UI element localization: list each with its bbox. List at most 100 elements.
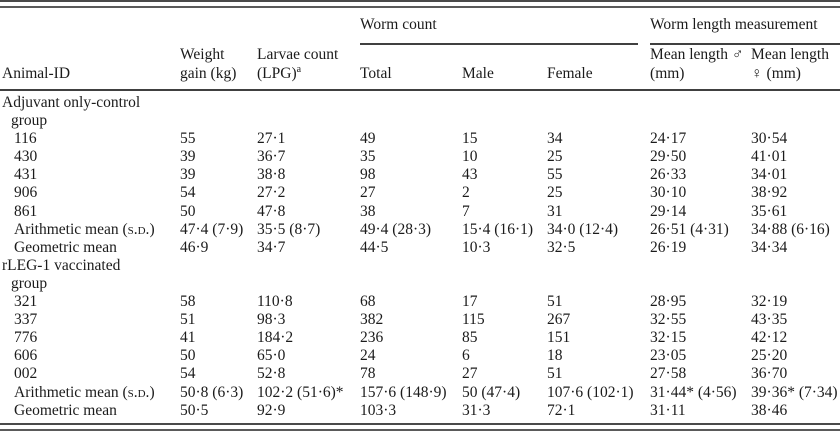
cell-worm-male: 43 [462,166,478,184]
col-header-animal-id: Animal-ID [0,8,180,91]
cell-weight-gain: 50·8 (6·3) [180,383,244,401]
cell-worm-male: 27 [462,365,478,383]
cell-weight-gain: 47·4 (7·9) [180,220,244,238]
cell-weight-gain: 50 [180,202,196,220]
cell-worm-female: 34 [547,130,563,148]
cell-worm-female: 25 [547,148,563,166]
cell-worm-female: 25 [547,184,563,202]
cell-weight-gain: 51 [180,311,196,329]
cell-animal-id: 430 [14,148,38,166]
worm-length-spanner: Worm length measurement [650,8,840,45]
label-text: ) [149,383,155,401]
cell-animal-id: 606 [14,347,38,365]
cell-animal-id: 776 [14,329,38,347]
group-label: Adjuvant only-control [2,94,141,111]
cell-worm-male: 115 [462,311,485,329]
table-body: Adjuvant only-control group 116 55 27·1 49 15 3… [0,90,840,420]
cell-mean-length-male: 32·15 [650,329,687,347]
label-text: Arithmetic mean ( [14,383,128,401]
worm-count-spanner: Worm count [360,8,639,45]
cell-mean-length-female: 42·12 [751,329,788,347]
table-row: Geometric mean 46·9 34·7 44·5 10·3 32·5 26·19 3… [0,239,840,257]
cell-animal-id: Arithmetic mean (s.d.) [0,384,180,402]
table-row: 431 39 38·8 98 43 55 26·33 34·01 [0,166,840,184]
cell-worm-male: 31·3 [462,401,491,419]
cell-weight-gain: 41 [180,329,196,347]
cell-worm-total: 68 [360,293,376,311]
table-row: 321 58 110·8 68 17 51 28·95 32·19 [0,293,840,311]
cell-worm-male: 6 [462,347,470,365]
cell-weight-gain: 39 [180,166,196,184]
cell-worm-female: 31 [547,202,563,220]
cell-larvae-count: 38·8 [257,166,286,184]
cell-worm-female: 51 [547,293,563,311]
group-label: rLEG-1 vaccinated [2,256,121,274]
cell-larvae-count: 27·1 [257,130,286,148]
cell-animal-id: Geometric mean [14,401,117,419]
col-header-female: Female [547,45,651,91]
group-label-row: rLEG-1 vaccinated [0,257,840,275]
cell-larvae-count: 36·7 [257,148,286,166]
cell-mean-length-female: 38·46 [751,401,788,419]
larvae-count-label: Larvae count (LPG) [257,46,339,82]
cell-mean-length-male: 32·55 [650,311,687,329]
bottom-double-rule [0,422,840,431]
col-header-mean-length-female: Mean length ♀ (mm) [751,45,840,91]
cell-mean-length-female: 34·01 [751,166,788,184]
cell-larvae-count: 184·2 [257,329,294,347]
cell-weight-gain: 39 [180,148,196,166]
cell-animal-id: 116 [14,130,37,148]
cell-worm-female: 151 [547,329,571,347]
cell-animal-id: 321 [14,293,38,311]
cell-worm-total: 157·6 (148·9) [360,383,447,401]
cell-mean-length-male: 31·44* (4·56) [650,383,737,401]
cell-worm-female: 18 [547,347,563,365]
table-row: 430 39 36·7 35 10 25 29·50 41·01 [0,148,840,166]
table-row: Geometric mean 50·5 92·9 103·3 31·3 72·1 31·11… [0,402,840,420]
cell-mean-length-female: 34·88 (6·16) [751,220,830,238]
group-label-row: group [0,112,840,130]
table-row: Arithmetic mean (s.d.) 47·4 (7·9) 35·5 (8·… [0,221,840,239]
cell-worm-female: 55 [547,166,563,184]
cell-animal-id: Arithmetic mean (s.d.) [0,221,180,239]
table-row: Arithmetic mean (s.d.) 50·8 (6·3) 102·2 (5… [0,384,840,402]
label-text: Arithmetic mean ( [14,220,128,238]
header-sub-row: Total Male Female Mean length ♂ (mm) Mea… [0,45,840,91]
cell-worm-female: 32·5 [547,238,576,256]
cell-worm-total: 103·3 [360,401,397,419]
cell-worm-female: 72·1 [547,401,576,419]
small-caps-text: s.d. [127,383,150,401]
cell-larvae-count: 65·0 [257,347,286,365]
cell-worm-total: 78 [360,365,376,383]
cell-weight-gain: 55 [180,130,196,148]
cell-worm-male: 15 [462,130,478,148]
header-spanner-row: Animal-ID Weight gain (kg) Larvae count … [0,8,840,91]
table-row: 337 51 98·3 382 115 267 32·55 43·35 [0,311,840,329]
col-group-worm-length: Worm length measurement [650,8,840,45]
cell-worm-total: 236 [360,329,384,347]
cell-mean-length-male: 24·17 [650,130,687,148]
small-caps-text: s.d. [127,220,150,238]
cell-mean-length-female: 41·01 [751,148,788,166]
cell-mean-length-female: 36·70 [751,365,788,383]
cell-mean-length-male: 31·11 [650,401,686,419]
table-row: 606 50 65·0 24 6 18 23·05 25·20 [0,347,840,365]
cell-worm-male: 10 [462,148,478,166]
cell-mean-length-female: 34·34 [751,238,788,256]
group-label-row: Adjuvant only-control [0,90,840,112]
cell-worm-female: 267 [547,311,571,329]
cell-weight-gain: 50 [180,347,196,365]
cell-larvae-count: 98·3 [257,311,286,329]
cell-larvae-count: 34·7 [257,238,286,256]
table-row: 776 41 184·2 236 85 151 32·15 42·12 [0,329,840,347]
cell-mean-length-female: 25·20 [751,347,788,365]
col-header-mean-length-male: Mean length ♂ (mm) [650,45,752,91]
cell-mean-length-female: 32·19 [751,293,788,311]
cell-larvae-count: 102·2 (51·6)* [257,383,344,401]
cell-larvae-count: 27·2 [257,184,286,202]
table-row: 906 54 27·2 27 2 25 30·10 38·92 [0,184,840,202]
cell-mean-length-female: 39·36* (7·34) [751,383,838,401]
cell-larvae-count: 52·8 [257,365,286,383]
table-row: 861 50 47·8 38 7 31 29·14 35·61 [0,203,840,221]
